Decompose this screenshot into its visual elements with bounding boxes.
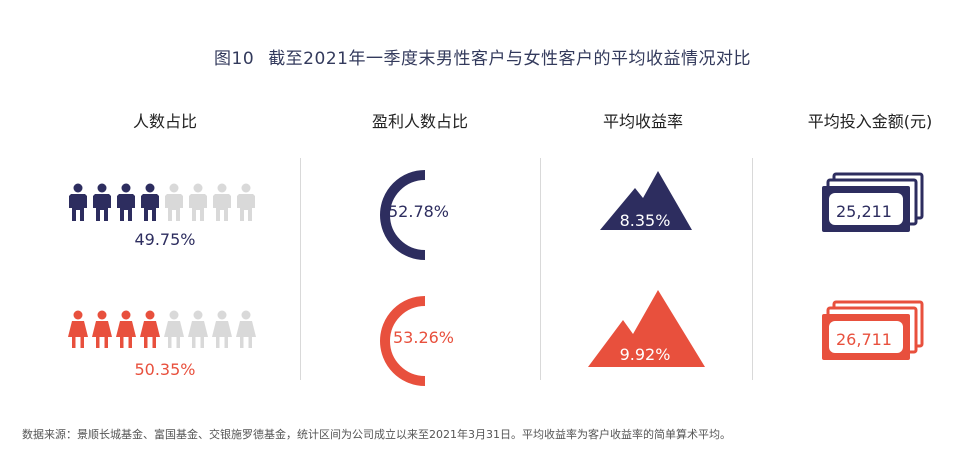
person-icon [117,183,135,221]
person-icon [213,183,231,221]
female-avg-return-label: 9.92% [619,345,671,364]
person-dress-icon [164,310,184,348]
figure-number: 图10 [214,49,255,69]
person-dress-icon [68,310,88,348]
male-people-row [69,183,255,221]
female-profit-arc-icon [380,296,426,386]
female-banknote-stack-icon [822,300,924,360]
person-dress-icon [212,310,232,348]
person-dress-icon [140,310,160,348]
male-avg-return-label: 8.35% [619,211,671,230]
person-icon [69,183,87,221]
person-dress-icon [116,310,136,348]
female-return-mountain-icon [588,290,705,367]
male-banknote-stack-icon [822,172,924,232]
male-share-label: 49.75% [134,230,196,249]
person-dress-icon [188,310,208,348]
column-divider [540,158,541,380]
person-dress-icon [92,310,112,348]
column-header-profit-share: 盈利人数占比 [371,112,468,131]
male-profit-share-label: 52.78% [388,202,450,221]
female-share-label: 50.35% [134,360,196,379]
title-text: 截至2021年一季度末男性客户与女性客户的平均收益情况对比 [268,49,751,69]
column-header-avg-amount: 平均投入金额(元) [807,112,933,131]
male-avg-amount-label: 25,211 [836,202,892,221]
female-people-row [68,310,256,348]
person-icon [93,183,111,221]
female-profit-share-label: 53.26% [393,328,455,347]
person-icon [165,183,183,221]
column-divider [300,158,301,380]
male-return-mountain-icon [600,171,692,230]
column-header-avg-return: 平均收益率 [602,112,683,131]
source-footnote: 数据来源：景顺长城基金、富国基金、交银施罗德基金，统计区间为公司成立以来至202… [22,428,731,441]
person-icon [237,183,255,221]
person-icon [189,183,207,221]
male-profit-arc-icon [380,170,426,260]
person-dress-icon [236,310,256,348]
column-header-share: 人数占比 [132,112,197,131]
person-icon [141,183,159,221]
female-avg-amount-label: 26,711 [836,330,892,349]
column-divider [752,158,753,380]
chart-title: 图10 截至2021年一季度末男性客户与女性客户的平均收益情况对比 [0,44,965,69]
